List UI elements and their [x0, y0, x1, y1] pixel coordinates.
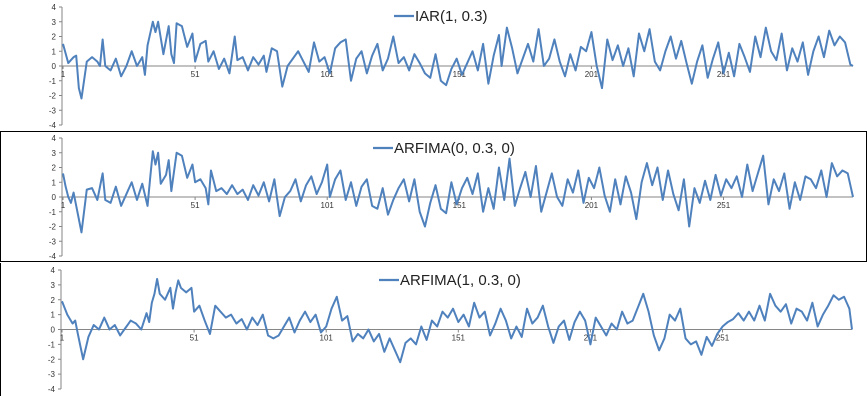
- x-tick-label: 101: [321, 70, 335, 79]
- x-tick-label: 251: [716, 334, 730, 343]
- y-tick-label: -1: [49, 77, 57, 86]
- x-tick-label: 1: [61, 70, 66, 79]
- x-tick-label: 251: [717, 70, 731, 79]
- x-tick-label: 1: [61, 201, 66, 210]
- x-tick-label: 101: [320, 334, 334, 343]
- y-tick-label: 0: [52, 62, 57, 71]
- y-tick-label: -2: [49, 92, 57, 101]
- y-tick-label: 2: [51, 296, 56, 305]
- y-tick-label: 4: [51, 266, 56, 275]
- legend-label: IAR(1, 0.3): [415, 8, 488, 25]
- series-line: [61, 277, 853, 364]
- x-tick-label: 151: [453, 201, 467, 210]
- x-tick-label: 151: [453, 70, 467, 79]
- x-tick-label: 151: [452, 334, 466, 343]
- legend-label: ARFIMA(1, 0.3, 0): [400, 272, 521, 289]
- x-tick-label: 101: [321, 201, 335, 210]
- chart-panel-arfima-0-03-0: 4 3 2 1 0 -1 -2 -3 -4 1 51 101 151 201 251 ARFIMA(0, 0.…: [0, 131, 867, 262]
- y-tick-label: 0: [51, 326, 56, 335]
- y-tick-label: -1: [49, 208, 57, 217]
- y-tick-label: 3: [51, 281, 56, 290]
- x-tick-label: 51: [190, 334, 199, 343]
- y-tick-label: 0: [52, 193, 57, 202]
- y-tick-label: -3: [48, 370, 56, 379]
- legend-label: ARFIMA(0, 0.3, 0): [394, 140, 515, 157]
- y-tick-label: -1: [48, 340, 56, 349]
- y-tick-label: 3: [52, 149, 57, 158]
- x-tick-label: 51: [191, 201, 200, 210]
- y-tick-label: 4: [52, 134, 57, 143]
- x-tick-label: 51: [191, 70, 200, 79]
- y-tick-label: -4: [49, 121, 57, 130]
- y-tick-label: 3: [52, 18, 57, 27]
- x-tick-label: 201: [585, 201, 599, 210]
- chart-panel-arfima-1-03-0: 4 3 2 1 0 -1 -2 -3 -4 1 51 101 151 201 251 ARFIMA(1, 0.…: [0, 263, 867, 396]
- y-tick-label: -2: [48, 355, 56, 364]
- x-tick-label: 251: [717, 201, 731, 210]
- y-tick-label: 4: [52, 3, 57, 12]
- x-tick-label: 201: [585, 70, 599, 79]
- y-tick-label: -4: [48, 385, 56, 394]
- y-tick-label: 2: [52, 164, 57, 173]
- y-tick-label: 1: [52, 47, 57, 56]
- y-tick-label: -3: [49, 106, 57, 115]
- series-line: [62, 150, 854, 234]
- series-line: [62, 20, 854, 100]
- y-tick-label: 1: [51, 311, 56, 320]
- y-tick-label: 1: [52, 178, 57, 187]
- x-tick-label: 1: [60, 334, 65, 343]
- y-tick-label: -4: [49, 252, 57, 261]
- chart-panel-iar: 4 3 2 1 0 -1 -2 -3 -4 1 51 101 151 201 251 IAR(1, 0.3): [0, 0, 867, 131]
- y-tick-label: 2: [52, 33, 57, 42]
- y-tick-label: -2: [49, 223, 57, 232]
- y-tick-label: -3: [49, 237, 57, 246]
